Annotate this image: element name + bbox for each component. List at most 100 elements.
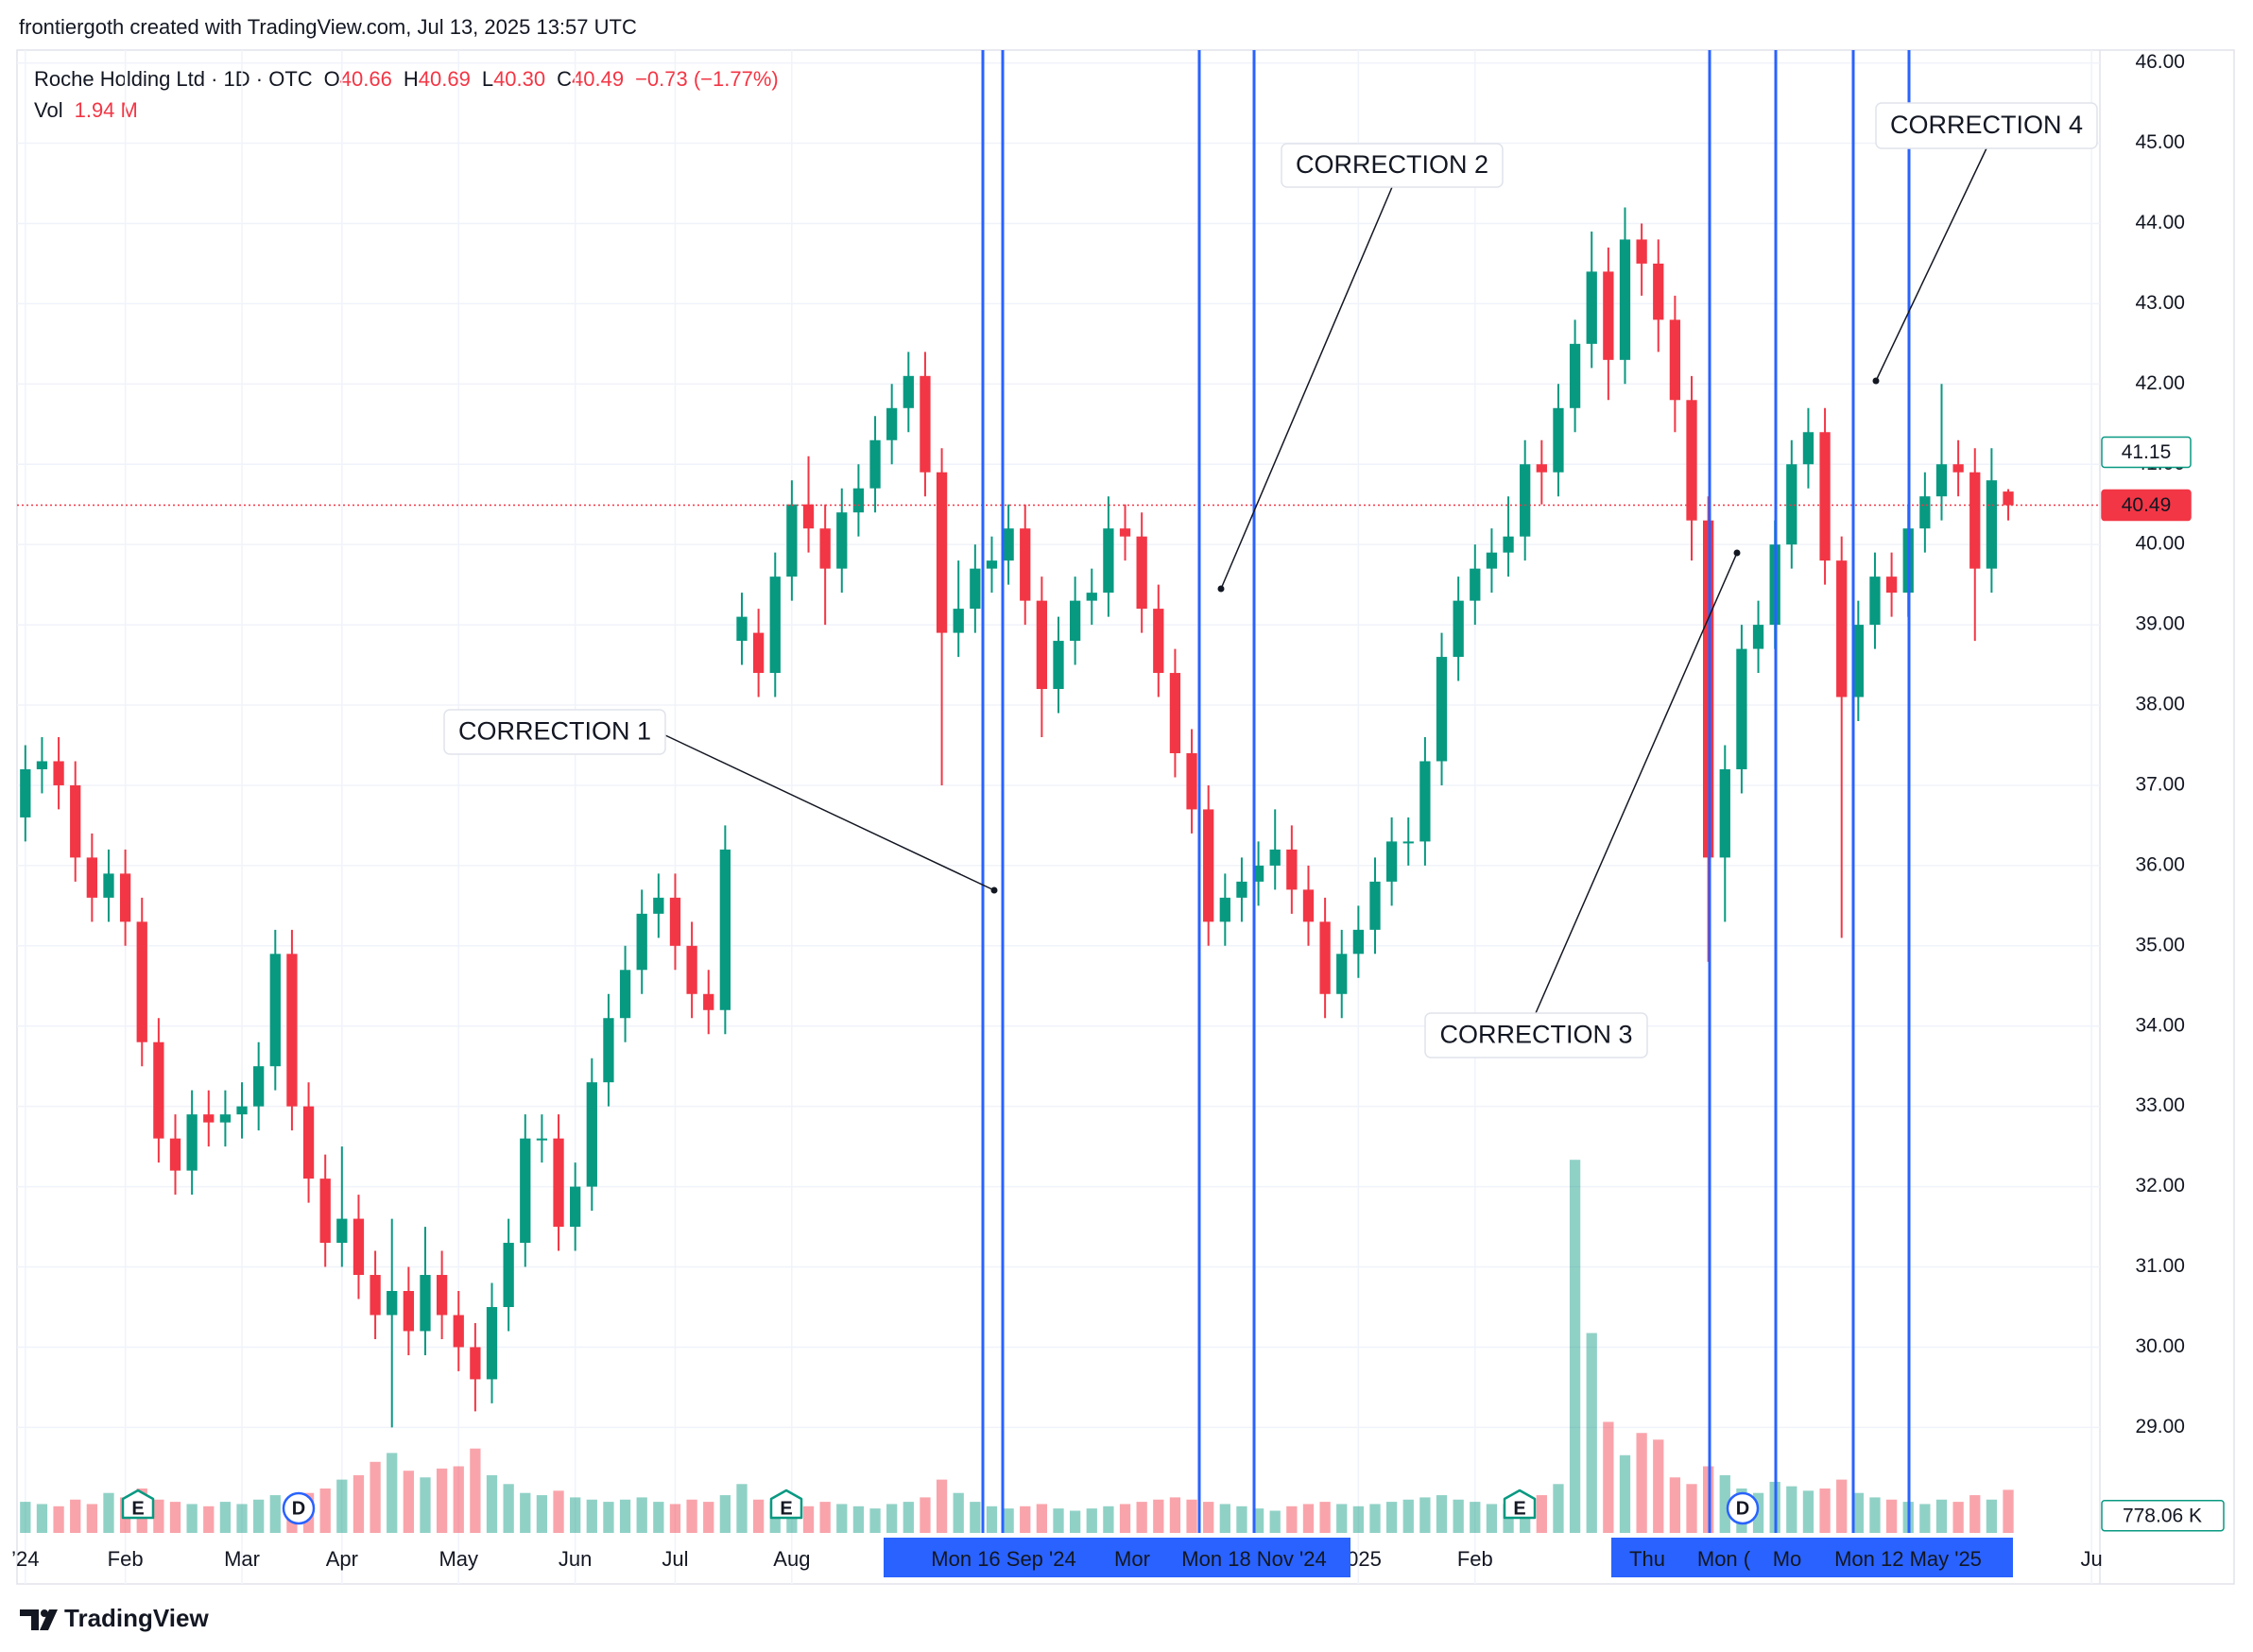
- candle-body: [852, 488, 865, 513]
- volume-bar: [169, 1502, 181, 1533]
- volume-bar: [1786, 1486, 1797, 1533]
- candle-body: [186, 1114, 198, 1171]
- candle-body: [103, 873, 114, 898]
- candle-body: [1885, 576, 1898, 594]
- legend-key: L: [482, 67, 493, 91]
- volume-bar: [1020, 1506, 1031, 1533]
- volume-bar: [936, 1479, 948, 1533]
- y-tick-label: 37.00: [2135, 773, 2185, 795]
- y-tick-label: 35.00: [2135, 934, 2185, 955]
- y-tick-label: 43.00: [2135, 292, 2185, 314]
- candle-body: [1402, 841, 1414, 844]
- volume-bar: [852, 1506, 865, 1533]
- annotation-box: [443, 709, 666, 755]
- candle-body: [1935, 464, 1948, 497]
- candle-body: [819, 528, 831, 569]
- candle-body: [1786, 464, 1797, 545]
- candle-body: [169, 1138, 181, 1171]
- annotation-dot: [990, 886, 998, 894]
- candle-body: [20, 768, 31, 817]
- y-tick-label: 44.00: [2135, 212, 2185, 233]
- volume-bar: [1286, 1506, 1298, 1533]
- volume-bar: [570, 1497, 581, 1533]
- candle-body: [119, 873, 131, 922]
- candle-body: [752, 632, 765, 674]
- volume-bar: [1586, 1333, 1597, 1533]
- annotation-dot: [1733, 549, 1741, 557]
- candle-body: [1286, 849, 1298, 890]
- volume-bar: [1603, 1421, 1614, 1533]
- volume-bar: [1319, 1502, 1331, 1533]
- candle-body: [1553, 407, 1564, 473]
- price-tag-label: 41.15: [2122, 441, 2172, 463]
- volume-bar: [1352, 1506, 1365, 1533]
- candle-body: [1053, 641, 1064, 690]
- volume-bar: [653, 1502, 664, 1533]
- volume-bar: [1203, 1502, 1214, 1533]
- volume-bar: [1119, 1504, 1131, 1533]
- y-tick-label: 36.00: [2135, 853, 2185, 875]
- volume-bar: [619, 1499, 631, 1533]
- x-tick-label: Ju: [2081, 1547, 2103, 1571]
- candle-body: [1436, 657, 1448, 762]
- volume-bar: [1869, 1497, 1881, 1533]
- volume-bar: [1470, 1502, 1481, 1533]
- date-highlight-label: Mor: [1114, 1547, 1150, 1571]
- volume-bar: [970, 1502, 981, 1533]
- candle-body: [1236, 881, 1247, 898]
- x-tick-label: Apr: [326, 1547, 358, 1571]
- volume-bar: [1302, 1504, 1315, 1533]
- volume-bar: [186, 1504, 198, 1533]
- candle-body: [387, 1291, 398, 1316]
- volume-bar: [269, 1495, 281, 1533]
- candle-body: [1586, 271, 1597, 344]
- candle-body: [420, 1275, 431, 1332]
- volume-bar: [1369, 1504, 1381, 1533]
- y-tick-label: 39.00: [2135, 613, 2185, 635]
- date-highlight-label: Mo: [1773, 1547, 1802, 1571]
- volume-bar: [1136, 1502, 1147, 1533]
- candle-body: [319, 1179, 331, 1244]
- event-badge: [121, 1489, 155, 1520]
- event-badge: [1726, 1491, 1760, 1525]
- volume-bar: [603, 1502, 614, 1533]
- volume-bar: [453, 1466, 464, 1533]
- date-highlight-label: Mon (: [1697, 1547, 1751, 1571]
- volume-bar: [1436, 1495, 1448, 1533]
- volume-bar: [153, 1499, 164, 1533]
- candle-body: [719, 849, 731, 1010]
- volume-bar: [1169, 1497, 1181, 1533]
- annotation-text: CORRECTION 2: [1296, 150, 1488, 179]
- legend-key: H: [404, 67, 419, 91]
- candle-body: [1503, 536, 1514, 553]
- candle-body: [1086, 593, 1097, 601]
- candle-body: [436, 1275, 448, 1316]
- date-highlight-label: Mon 16 Sep '24: [931, 1547, 1075, 1571]
- candle-body: [1653, 263, 1664, 320]
- candle-body: [1136, 536, 1147, 610]
- volume-bar: [1053, 1508, 1064, 1533]
- volume-bar: [1669, 1477, 1681, 1533]
- volume-bar: [1636, 1433, 1647, 1533]
- candle-body: [1453, 600, 1464, 658]
- y-tick-label: 38.00: [2135, 694, 2185, 715]
- candle-body: [1736, 648, 1747, 769]
- candle-body: [636, 913, 647, 971]
- volume-bar: [1486, 1504, 1498, 1533]
- annotation-box: [1875, 102, 2098, 149]
- volume-bar: [103, 1492, 114, 1533]
- volume-bar: [36, 1504, 48, 1533]
- legend-value: 40.69: [419, 67, 471, 91]
- volume-bar: [1036, 1504, 1048, 1533]
- symbol: Roche Holding Ltd · 1D · OTC: [34, 67, 313, 91]
- candle-body: [86, 857, 97, 898]
- candle-body: [403, 1291, 414, 1332]
- event-label: E: [780, 1498, 792, 1519]
- volume-bar: [219, 1502, 232, 1533]
- candle-body: [1169, 673, 1181, 753]
- candle-body: [903, 375, 914, 408]
- candle-body: [470, 1347, 481, 1380]
- candle-body: [1352, 929, 1365, 955]
- candle-body: [586, 1082, 597, 1187]
- legend-value: 40.30: [493, 67, 545, 91]
